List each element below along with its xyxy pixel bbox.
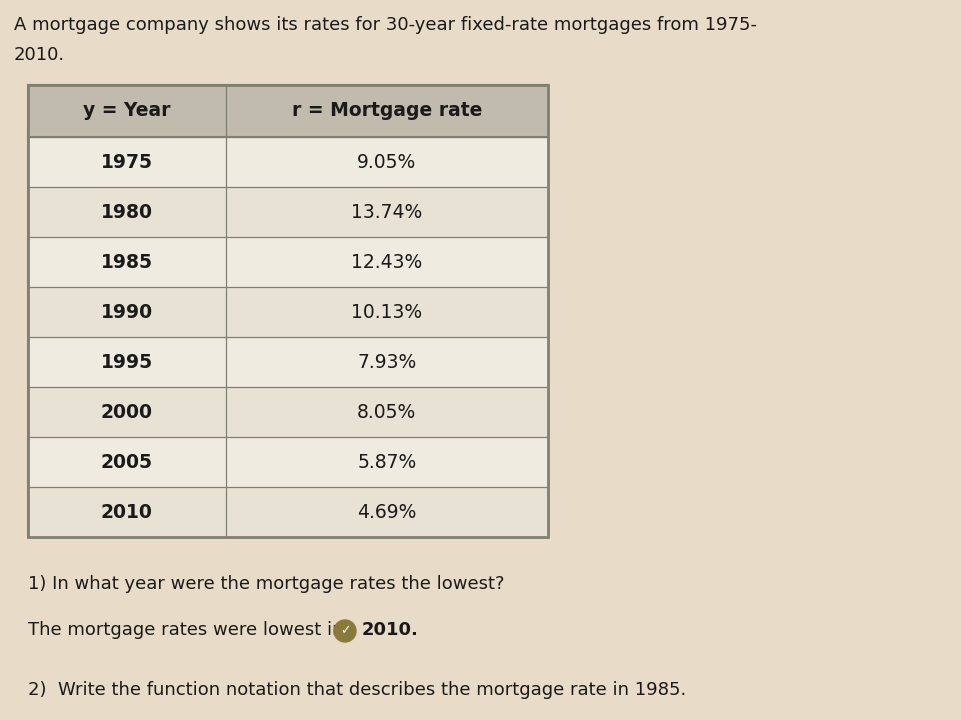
Text: 12.43%: 12.43% [351, 253, 422, 271]
Text: 1980: 1980 [101, 202, 153, 222]
Bar [28, 85, 548, 537]
Bar [28, 85, 548, 537]
Bar [28, 187, 548, 237]
Text: 1990: 1990 [101, 302, 153, 322]
Bar [28, 437, 548, 487]
Bar [28, 237, 548, 287]
Text: ✓: ✓ [339, 624, 350, 637]
Text: 2005: 2005 [101, 452, 153, 472]
Text: 4.69%: 4.69% [357, 503, 416, 521]
Bar [28, 287, 548, 337]
Text: 1975: 1975 [101, 153, 153, 171]
Text: r = Mortgage rate: r = Mortgage rate [291, 102, 481, 120]
Text: 9.05%: 9.05% [357, 153, 416, 171]
Text: 2010: 2010 [101, 503, 153, 521]
Text: 7.93%: 7.93% [357, 353, 416, 372]
Text: 10.13%: 10.13% [351, 302, 422, 322]
Text: The mortgage rates were lowest in: The mortgage rates were lowest in [28, 621, 343, 639]
Text: 1) In what year were the mortgage rates the lowest?: 1) In what year were the mortgage rates … [28, 575, 504, 593]
Text: 2010.: 2010. [14, 46, 65, 64]
Text: A mortgage company shows its rates for 30-year fixed-rate mortgages from 1975-: A mortgage company shows its rates for 3… [14, 16, 756, 34]
Text: 2010.: 2010. [361, 621, 418, 639]
Text: 1985: 1985 [101, 253, 153, 271]
Text: 1995: 1995 [101, 353, 153, 372]
Text: 13.74%: 13.74% [351, 202, 422, 222]
Text: 5.87%: 5.87% [357, 452, 416, 472]
Bar [28, 137, 548, 187]
Bar [28, 85, 548, 137]
Bar [28, 387, 548, 437]
Bar [28, 337, 548, 387]
Text: 2)  Write the function notation that describes the mortgage rate in 1985.: 2) Write the function notation that desc… [28, 681, 685, 699]
Circle shape [333, 620, 356, 642]
Text: y = Year: y = Year [83, 102, 170, 120]
Text: 2000: 2000 [101, 402, 153, 421]
Bar [28, 487, 548, 537]
Text: 8.05%: 8.05% [357, 402, 416, 421]
